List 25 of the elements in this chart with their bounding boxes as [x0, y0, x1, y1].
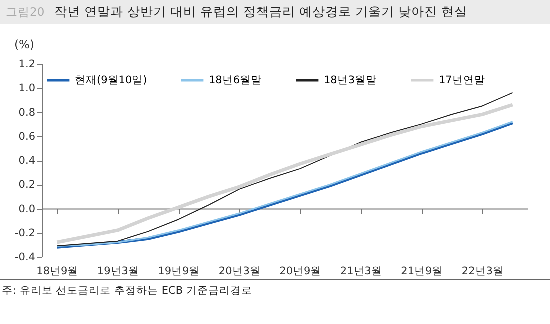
- y-tick-label: 0.2: [18, 179, 36, 192]
- y-axis-title: (%): [14, 38, 34, 52]
- y-tick-label: 1.0: [18, 82, 36, 95]
- legend-label: 현재(9월10일): [75, 74, 148, 86]
- x-tick-label: 21년3월: [340, 266, 382, 278]
- caption: 그림20: [6, 4, 45, 20]
- x-tick-label: 20년9월: [280, 266, 322, 278]
- y-tick-label: 1.2: [18, 58, 36, 70]
- legend-label: 18년3월말: [324, 74, 378, 86]
- x-tick-label: 21년9월: [401, 266, 444, 278]
- y-tick-label: -0.4: [15, 252, 36, 264]
- y-tick-label: 0.8: [18, 106, 36, 119]
- x-tick-label: 22년3월: [462, 266, 504, 278]
- y-tick-label: -0.2: [15, 227, 36, 240]
- x-tick-label: 18년9월: [36, 266, 79, 278]
- y-tick-label: 0.4: [18, 155, 36, 167]
- text: 주: 유리보 선도금리로 추정하는 ECB 기준금리경로: [2, 284, 254, 299]
- x-tick-label: 19년3월: [97, 266, 140, 278]
- x-tick-label: 20년3월: [218, 266, 261, 278]
- y-tick-label: 0.6: [18, 130, 36, 143]
- y-tick-label: 0.0: [18, 203, 36, 216]
- legend-label: 17년연말: [439, 74, 486, 86]
- x-tick-label: 19년9월: [158, 266, 200, 278]
- chart-title: 작년 연말과 상반기 대비 유럽의 정책금리 예상경로 기울기 낮아진 현실: [54, 4, 468, 20]
- legend-label: 18년6월말: [209, 74, 262, 86]
